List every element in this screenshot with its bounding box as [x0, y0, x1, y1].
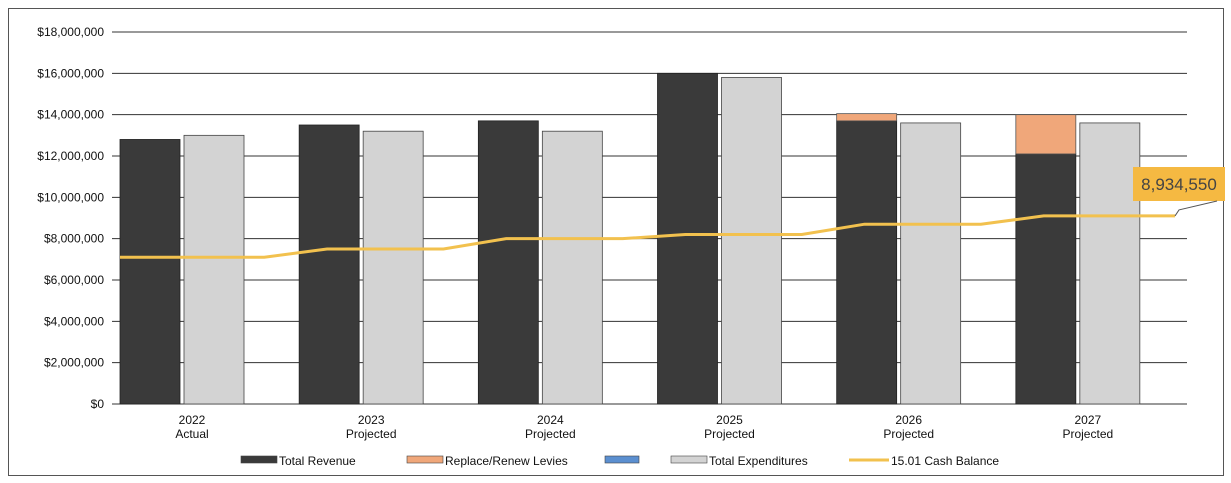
x-tick-status: Projected [1062, 427, 1113, 441]
x-tick-year: 2025 [716, 413, 743, 427]
cash-balance-line-group [120, 214, 1175, 259]
y-tick-label: $12,000,000 [37, 149, 104, 163]
x-tick-year: 2022 [179, 413, 206, 427]
bar-total-revenue [1015, 153, 1077, 405]
bar-total-revenue [119, 139, 181, 405]
bar-total-revenue [657, 72, 718, 405]
bar-total-expenditures [183, 134, 245, 405]
x-tick-year: 2027 [1074, 413, 1101, 427]
x-tick-year: 2026 [895, 413, 922, 427]
legend: Total Revenue Replace/Renew Levies Total E… [240, 454, 999, 468]
x-tick-status: Projected [704, 427, 755, 441]
y-tick-label: $4,000,000 [44, 314, 104, 328]
x-tick-year: 2023 [358, 413, 385, 427]
y-tick-label: $2,000,000 [44, 356, 104, 370]
x-tick-status: Projected [525, 427, 576, 441]
x-axis-category-labels: 2022Actual2023Projected2024Projected2025… [175, 413, 1113, 441]
callout-leader [1174, 200, 1218, 217]
y-axis-tick-labels: $0 $2,000,000 $4,000,000 $6,000,000 $8,000,0… [37, 25, 104, 411]
y-tick-label: $8,000,000 [44, 232, 104, 246]
bar-replace-renew-levies [1015, 114, 1077, 155]
y-tick-label: $6,000,000 [44, 273, 104, 287]
bar-total-expenditures [900, 122, 962, 405]
bar-total-expenditures [721, 77, 782, 405]
chart-frame: $0 $2,000,000 $4,000,000 $6,000,000 $8,000,0… [8, 8, 1225, 476]
bar-replace-renew-levies [836, 113, 898, 122]
legend-replace-renew-levies-label: Replace/Renew Levies [445, 454, 568, 468]
bar-total-revenue [836, 120, 898, 405]
cash-balance-line [120, 214, 1175, 259]
legend-total-revenue-swatch [240, 455, 278, 464]
legend-total-revenue-label: Total Revenue [279, 454, 356, 468]
bar-total-expenditures [541, 130, 603, 405]
bar-series [119, 72, 1141, 405]
legend-total-expenditures-label: Total Expenditures [709, 454, 808, 468]
callout-box [1133, 167, 1225, 201]
bar-total-expenditures [1079, 122, 1141, 405]
legend-total-expenditures-swatch [670, 455, 708, 464]
grid-lines [112, 31, 1187, 405]
legend-replace-renew-levies-swatch [406, 455, 444, 464]
callout-value: 8,934,550 [1141, 175, 1217, 194]
x-tick-status: Actual [175, 427, 208, 441]
legend-unnamed-series-swatch [604, 455, 640, 464]
y-tick-label: $10,000,000 [37, 190, 104, 204]
x-tick-status: Projected [346, 427, 397, 441]
bar-total-revenue [477, 120, 539, 405]
y-tick-label: $0 [91, 397, 105, 411]
cash-balance-chart: $0 $2,000,000 $4,000,000 $6,000,000 $8,000,0… [37, 25, 1225, 468]
y-tick-label: $18,000,000 [37, 25, 104, 39]
cash-balance-callout: 8,934,550 [1133, 167, 1225, 217]
legend-cash-balance-label: 15.01 Cash Balance [891, 454, 999, 468]
bar-total-expenditures [362, 130, 424, 405]
y-tick-label: $16,000,000 [37, 66, 104, 80]
x-tick-status: Projected [883, 427, 934, 441]
y-tick-label: $14,000,000 [37, 108, 104, 122]
x-tick-year: 2024 [537, 413, 564, 427]
bar-total-revenue [298, 124, 360, 405]
